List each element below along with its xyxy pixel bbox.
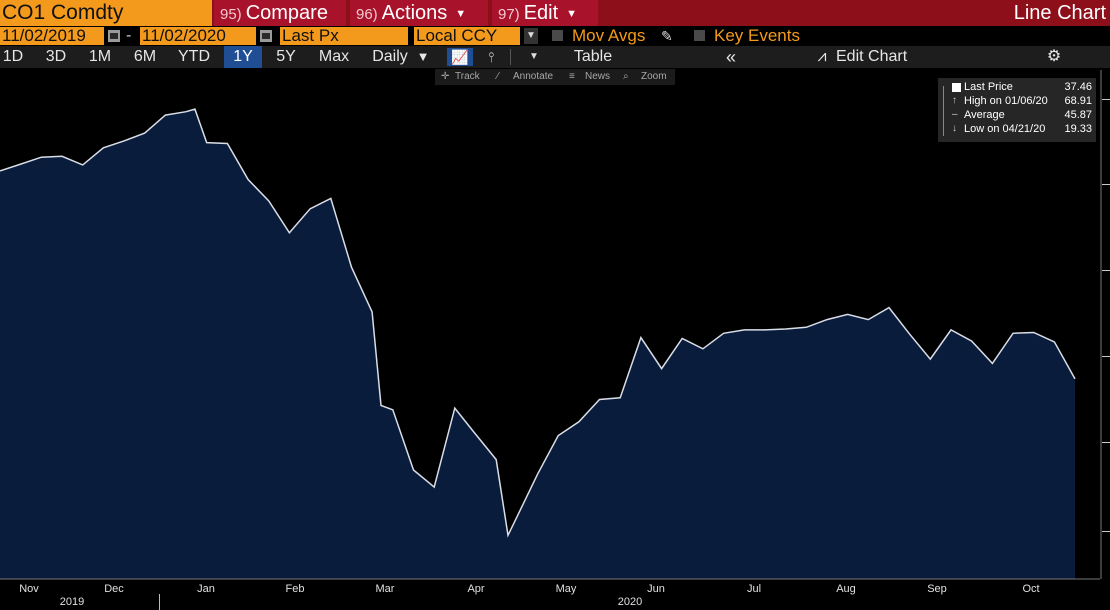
- x-tick-label: Jan: [197, 583, 215, 595]
- end-calendar-icon[interactable]: [260, 30, 272, 42]
- edit-dropdown-icon: ▼: [566, 8, 578, 20]
- actions-number: 96): [356, 6, 378, 23]
- y-axis-tick: [1102, 270, 1110, 271]
- x-tick-label: Sep: [927, 583, 947, 595]
- y-axis-tick: [1102, 531, 1110, 532]
- x-tick-label: Nov: [19, 583, 39, 595]
- tab-max[interactable]: Max: [318, 48, 350, 65]
- actions-button[interactable]: 96) Actions ▼: [350, 0, 488, 26]
- y-axis-tick: [1102, 356, 1110, 357]
- tab-5y[interactable]: 5Y: [276, 48, 296, 65]
- last-price-swatch: [952, 83, 961, 92]
- annotate-pen-icon: ⁄: [497, 71, 499, 82]
- legend-low-row: ↓ Low on 04/21/20 19.33: [938, 122, 1096, 136]
- average-value: 45.87: [1064, 109, 1092, 121]
- tab-1d[interactable]: 1D: [2, 48, 24, 65]
- key-events-checkbox[interactable]: [694, 30, 705, 41]
- gear-icon[interactable]: ⚙: [1046, 48, 1062, 65]
- average-label: Average: [964, 109, 1005, 121]
- legend-last-price-row: Last Price 37.46: [938, 80, 1096, 94]
- frequency-dropdown-icon[interactable]: ▼: [416, 49, 430, 64]
- price-area-fill: [0, 109, 1075, 579]
- bar-style-icon[interactable]: ⫯: [487, 49, 495, 65]
- y-axis-tick: [1102, 442, 1110, 443]
- chart-legend: Last Price 37.46 ↑ High on 01/06/20 68.9…: [938, 78, 1096, 142]
- period-toolbar: 1D 3D 1M 6M YTD 1Y 5Y Max Daily ▼ 📈 ⫯ ▼ …: [0, 46, 1110, 68]
- high-value: 68.91: [1064, 95, 1092, 107]
- y-axis-tick: [1102, 99, 1110, 100]
- crosshair-icon: ✛: [441, 71, 450, 82]
- legend-bracket: [943, 86, 944, 136]
- options-bar: 11/02/2019 - 11/02/2020 Last Px Local CC…: [0, 26, 1110, 46]
- average-dash-icon: –: [952, 109, 958, 120]
- chart-mini-toolbar: ✛ Track ⁄ Annotate ≡ News ⌕ Zoom: [435, 69, 675, 85]
- edit-button[interactable]: 97) Edit ▼: [492, 0, 598, 26]
- tab-3d[interactable]: 3D: [45, 48, 67, 65]
- chart-style-dropdown-icon[interactable]: ▼: [529, 51, 539, 62]
- edit-chart-button[interactable]: Edit Chart: [836, 48, 908, 65]
- key-events-label[interactable]: Key Events: [714, 26, 800, 45]
- x-tick-label: Oct: [1022, 583, 1040, 595]
- year-separator: [159, 594, 160, 610]
- command-bar: CO1 Comdty 95) Compare 96) Actions ▼ 97) Edi…: [0, 0, 1110, 26]
- start-calendar-icon[interactable]: [108, 30, 120, 42]
- zoom-icon: ⌕: [623, 71, 629, 82]
- zoom-button[interactable]: Zoom: [641, 71, 667, 82]
- last-price-label: Last Price: [964, 81, 1013, 93]
- frequency-selector[interactable]: Daily: [372, 48, 408, 65]
- currency-selector[interactable]: Local CCY: [414, 27, 520, 45]
- mov-avgs-label[interactable]: Mov Avgs: [572, 26, 646, 45]
- low-value: 19.33: [1064, 123, 1092, 135]
- table-button[interactable]: Table: [573, 48, 613, 65]
- field-selector[interactable]: Last Px: [280, 27, 408, 45]
- year-label: 2019: [59, 596, 85, 608]
- edit-chart-icon[interactable]: ⩘: [817, 48, 827, 65]
- x-tick-label: Feb: [285, 583, 305, 595]
- toolbar-separator: [510, 49, 511, 65]
- x-tick-label: Jul: [746, 583, 762, 595]
- compare-label: Compare: [245, 2, 328, 24]
- tab-6m[interactable]: 6M: [133, 48, 157, 65]
- mov-avgs-checkbox[interactable]: [552, 30, 563, 41]
- annotate-button[interactable]: Annotate: [513, 71, 554, 82]
- news-button[interactable]: News: [585, 71, 611, 82]
- low-arrow-icon: ↓: [952, 123, 957, 134]
- actions-dropdown-icon: ▼: [455, 8, 467, 20]
- collapse-icon[interactable]: «: [725, 47, 736, 67]
- x-tick-label: Dec: [104, 583, 124, 595]
- pencil-icon[interactable]: ✎: [661, 28, 673, 44]
- date-range-dash: -: [126, 27, 132, 44]
- edit-label: Edit: [523, 2, 559, 24]
- x-tick-label: Apr: [467, 583, 485, 595]
- legend-average-row: – Average 45.87: [938, 108, 1096, 122]
- high-label: High on 01/06/20: [964, 95, 1048, 107]
- compare-button[interactable]: 95) Compare: [214, 0, 346, 26]
- compare-number: 95): [220, 6, 242, 23]
- tab-1m[interactable]: 1M: [88, 48, 112, 65]
- price-line: [0, 108, 1076, 538]
- chart-type-title: Line Chart: [1013, 2, 1106, 24]
- last-price-value: 37.46: [1064, 81, 1092, 93]
- low-label: Low on 04/21/20: [964, 123, 1046, 135]
- edit-number: 97): [498, 6, 520, 23]
- x-tick-label: May: [555, 583, 577, 595]
- x-tick-label: Jun: [647, 583, 665, 595]
- legend-high-row: ↑ High on 01/06/20 68.91: [938, 94, 1096, 108]
- tab-ytd[interactable]: YTD: [178, 48, 210, 65]
- x-tick-label: Aug: [836, 583, 856, 595]
- track-button[interactable]: Track: [455, 71, 480, 82]
- actions-label: Actions: [381, 2, 448, 24]
- start-date-field[interactable]: 11/02/2019: [0, 27, 104, 45]
- y-axis-tick: [1102, 184, 1110, 185]
- tab-1y[interactable]: 1Y: [224, 46, 262, 68]
- currency-dropdown-icon[interactable]: ▼: [524, 28, 538, 44]
- end-date-field[interactable]: 11/02/2020: [140, 27, 256, 45]
- year-label: 2020: [617, 596, 643, 608]
- news-icon: ≡: [569, 71, 575, 82]
- line-chart-icon[interactable]: 📈: [447, 48, 473, 66]
- high-arrow-icon: ↑: [952, 95, 957, 106]
- ticker-field[interactable]: CO1 Comdty: [0, 0, 212, 26]
- x-tick-label: Mar: [375, 583, 395, 595]
